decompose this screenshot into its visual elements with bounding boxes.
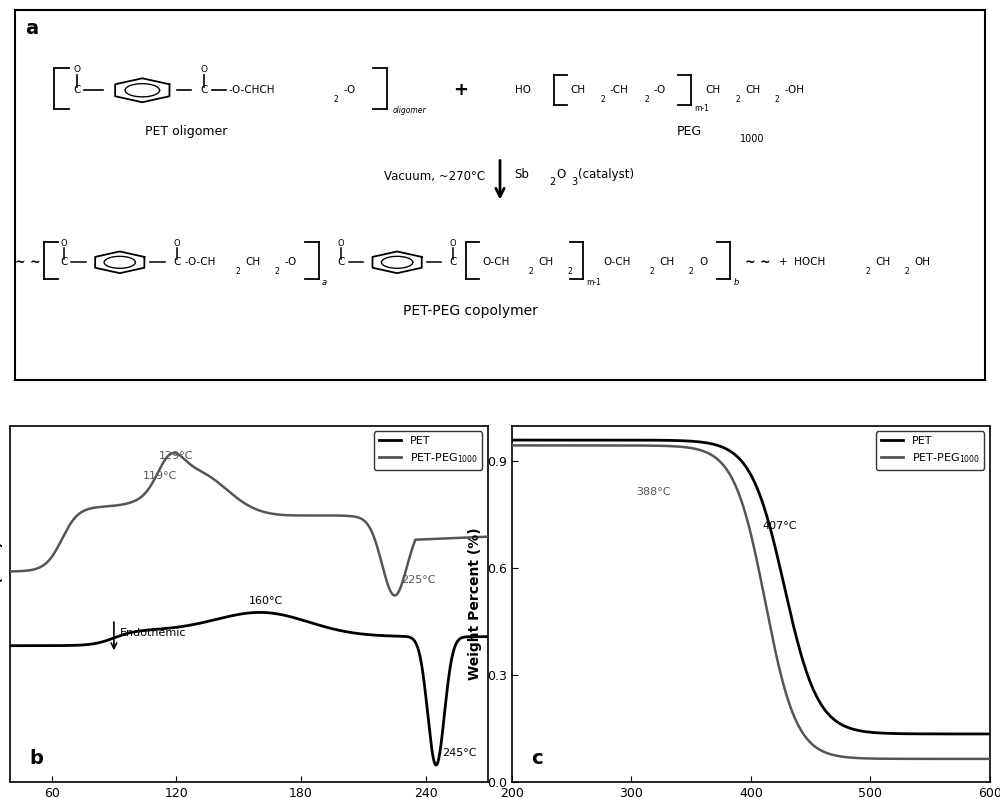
Text: 2: 2 xyxy=(567,267,572,276)
Text: a: a xyxy=(322,279,327,287)
Text: CH: CH xyxy=(245,257,260,267)
Text: CH: CH xyxy=(660,257,675,267)
Text: -O: -O xyxy=(654,85,666,95)
Text: O: O xyxy=(450,239,456,248)
Text: 2: 2 xyxy=(529,267,534,276)
Text: 119°C: 119°C xyxy=(142,471,177,481)
Text: ~: ~ xyxy=(760,256,770,269)
Text: CH: CH xyxy=(745,85,760,95)
Text: CH: CH xyxy=(706,85,721,95)
Text: OH: OH xyxy=(915,257,931,267)
Text: HO: HO xyxy=(515,85,531,95)
Text: Vacuum, ~270°C: Vacuum, ~270°C xyxy=(384,170,485,183)
Text: O-CH: O-CH xyxy=(482,257,510,267)
Text: -O-CHCH: -O-CHCH xyxy=(229,85,275,95)
Text: c: c xyxy=(531,749,543,768)
Text: -OH: -OH xyxy=(784,85,804,95)
Text: O: O xyxy=(557,168,566,181)
Text: O-CH: O-CH xyxy=(603,257,630,267)
Text: C: C xyxy=(60,257,68,267)
Text: 388°C: 388°C xyxy=(636,487,670,497)
Text: C: C xyxy=(200,85,208,95)
Text: m-1: m-1 xyxy=(586,279,601,287)
Text: (catalyst): (catalyst) xyxy=(578,168,635,181)
Text: -CH: -CH xyxy=(610,85,629,95)
Text: 2: 2 xyxy=(865,267,870,276)
Y-axis label: Heat Flow (mW): Heat Flow (mW) xyxy=(0,541,4,667)
Text: +: + xyxy=(453,81,468,99)
Text: -O: -O xyxy=(284,257,297,267)
Text: O: O xyxy=(73,65,80,74)
Text: 407°C: 407°C xyxy=(763,520,797,531)
Text: -O: -O xyxy=(343,85,355,95)
Text: O: O xyxy=(61,239,67,248)
Legend: PET, PET-PEG$_{1000}$: PET, PET-PEG$_{1000}$ xyxy=(374,432,482,469)
Text: 245°C: 245°C xyxy=(442,749,477,758)
Text: 2: 2 xyxy=(689,267,693,276)
Text: ~: ~ xyxy=(745,256,756,269)
Text: CH: CH xyxy=(875,257,890,267)
Text: 2: 2 xyxy=(650,267,654,276)
Text: 2: 2 xyxy=(904,267,909,276)
Text: a: a xyxy=(25,19,38,38)
Text: PEG: PEG xyxy=(676,125,702,138)
Text: +  HOCH: + HOCH xyxy=(779,257,826,267)
Text: 2: 2 xyxy=(274,267,279,276)
Text: CH: CH xyxy=(571,85,586,95)
Text: O: O xyxy=(338,239,345,248)
Text: 225°C: 225°C xyxy=(401,575,435,585)
Text: 2: 2 xyxy=(334,95,339,104)
Text: Sb: Sb xyxy=(515,168,530,181)
Text: ~: ~ xyxy=(30,256,40,269)
Legend: PET, PET-PEG$_{1000}$: PET, PET-PEG$_{1000}$ xyxy=(876,432,984,469)
Text: 2: 2 xyxy=(236,267,241,276)
Text: 160°C: 160°C xyxy=(249,595,283,606)
Text: C: C xyxy=(73,85,80,95)
Text: oligomer: oligomer xyxy=(392,106,426,116)
Y-axis label: Weight Percent (%): Weight Percent (%) xyxy=(468,527,482,680)
Text: m-1: m-1 xyxy=(694,105,709,113)
Text: C: C xyxy=(173,257,180,267)
Text: 2: 2 xyxy=(645,95,649,104)
Text: ~: ~ xyxy=(15,256,26,269)
Text: 2: 2 xyxy=(736,95,741,104)
Text: C: C xyxy=(449,257,457,267)
Text: O: O xyxy=(699,257,707,267)
Text: PET-PEG copolymer: PET-PEG copolymer xyxy=(403,304,538,318)
Text: 2: 2 xyxy=(775,95,780,104)
Text: 1000: 1000 xyxy=(740,134,765,144)
Text: 2: 2 xyxy=(549,177,555,187)
Text: 3: 3 xyxy=(572,177,578,187)
Text: 129°C: 129°C xyxy=(159,451,194,461)
Text: O: O xyxy=(201,65,208,74)
Text: Endothemic: Endothemic xyxy=(120,628,187,638)
Text: CH: CH xyxy=(538,257,553,267)
Text: 2: 2 xyxy=(601,95,605,104)
Text: b: b xyxy=(29,749,43,768)
Text: b: b xyxy=(733,279,739,287)
Text: -O-CH: -O-CH xyxy=(184,257,216,267)
Text: PET oligomer: PET oligomer xyxy=(145,125,228,138)
FancyBboxPatch shape xyxy=(15,10,985,380)
Text: O: O xyxy=(173,239,180,248)
Text: C: C xyxy=(338,257,345,267)
